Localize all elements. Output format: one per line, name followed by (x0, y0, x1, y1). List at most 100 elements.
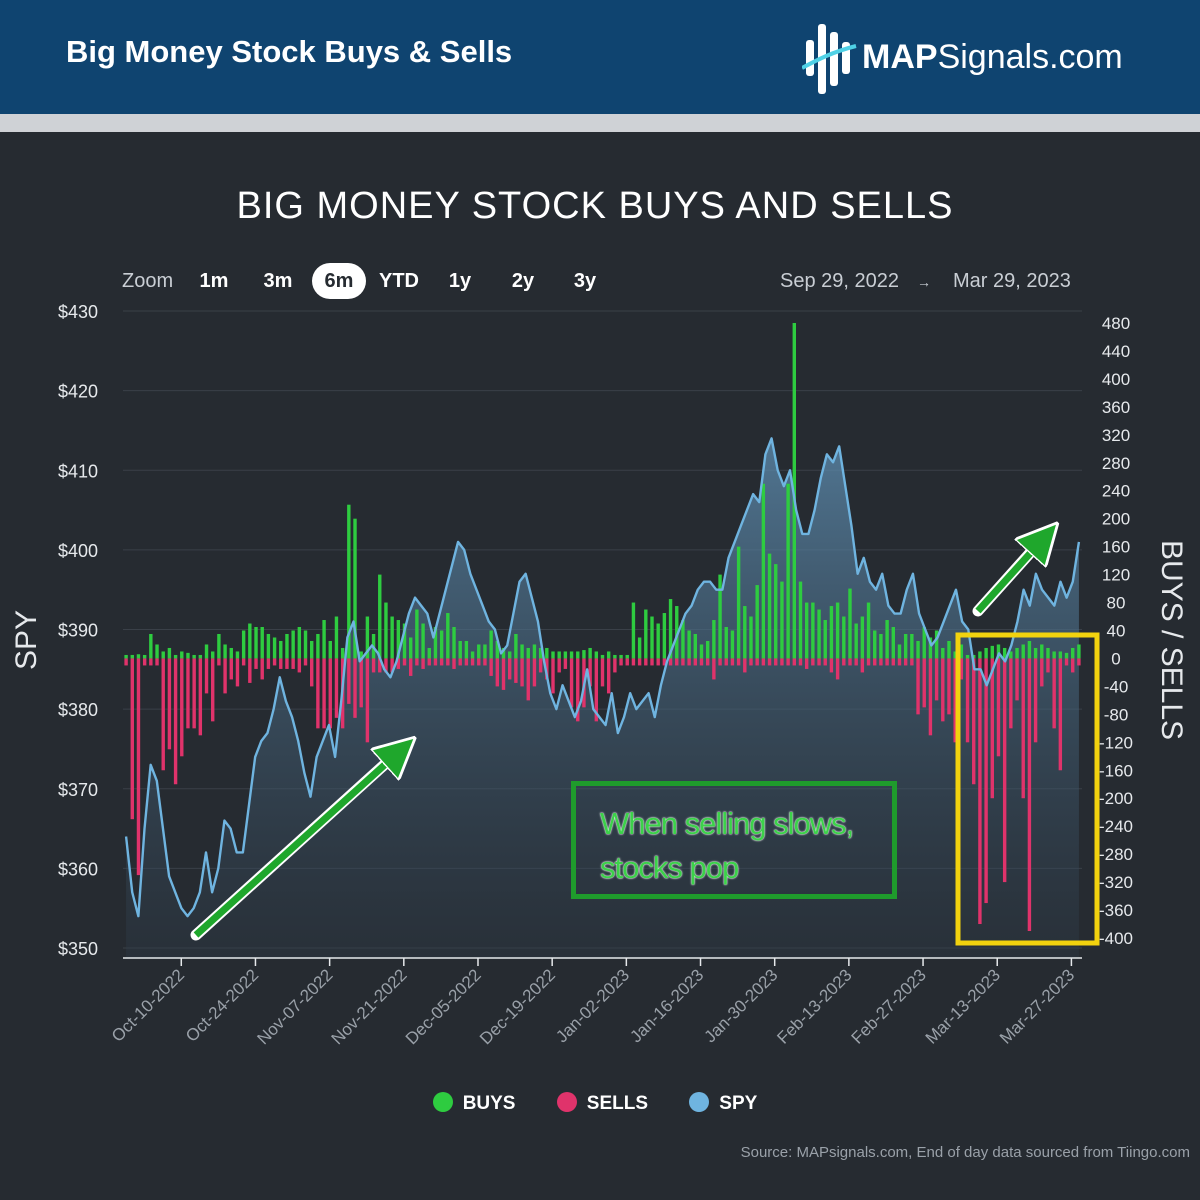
buy-bar (229, 647, 233, 659)
zoom-6m-button[interactable]: 6m (312, 263, 366, 299)
sell-bar (378, 658, 382, 673)
buy-bar (681, 620, 685, 659)
buy-bar (625, 654, 629, 659)
zoom-3y-button[interactable]: 3y (573, 270, 597, 292)
y-right-tick-label: 40 (1107, 622, 1126, 641)
range-to-date[interactable]: Mar 29, 2023 (953, 270, 1071, 292)
buy-bar (396, 620, 401, 659)
zoom-1m-button[interactable]: 1m (199, 270, 229, 292)
buy-bar (452, 627, 456, 659)
buy-bar (804, 602, 809, 659)
legend-buys[interactable]: BUYS (432, 1092, 515, 1115)
buy-bar (990, 645, 994, 659)
buy-bar (699, 644, 704, 659)
logo-bold-text: MAP (862, 38, 938, 76)
buy-bar (1015, 647, 1019, 659)
buy-bar (1002, 647, 1007, 659)
buy-bar (514, 633, 518, 659)
y-right-tick-label: -360 (1099, 901, 1133, 920)
y-left-tick-label: $350 (58, 939, 98, 959)
buy-bar (266, 633, 271, 659)
buy-bar (167, 647, 172, 659)
buy-bar (526, 647, 530, 659)
buy-bar (501, 647, 506, 659)
buy-bar (439, 630, 444, 659)
sell-bar (229, 658, 233, 680)
zoom-2y-button[interactable]: 2y (511, 270, 535, 292)
sell-bar (551, 658, 555, 694)
buy-bar (260, 627, 264, 659)
y-right-tick-label: 240 (1102, 482, 1130, 501)
y-left-tick-label: $420 (58, 382, 98, 402)
sell-bar (1040, 658, 1044, 687)
legend-spy[interactable]: SPY (689, 1092, 757, 1115)
sell-bar (297, 658, 302, 673)
sell-bar (934, 658, 939, 701)
sell-bar (217, 658, 221, 666)
source-credit: Source: MAPsignals.com, End of day data … (740, 1144, 1190, 1161)
sell-bar (124, 658, 128, 666)
buy-bar (600, 654, 605, 659)
sell-bar (266, 658, 271, 669)
sell-bar (371, 658, 376, 673)
sell-bar (928, 658, 933, 736)
sell-bar (860, 658, 865, 673)
buy-bar (155, 644, 159, 659)
sell-bar (681, 658, 685, 666)
y-right-axis-title: BUYS / SELLS (1155, 540, 1188, 740)
sell-bar (402, 658, 407, 666)
buy-bar (340, 647, 345, 659)
buy-bar (427, 647, 431, 659)
y-right-tick-label: -40 (1104, 677, 1129, 696)
sell-bar (730, 658, 735, 666)
zoom-3m-button[interactable]: 3m (263, 270, 293, 292)
sell-bar (631, 658, 636, 666)
sell-bar (588, 658, 592, 687)
zoom-1y-button[interactable]: 1y (448, 270, 472, 292)
sell-bar (464, 658, 469, 666)
buy-bar (254, 627, 258, 659)
sell-bar (204, 658, 209, 694)
range-from-date[interactable]: Sep 29, 2022 (780, 270, 899, 292)
buy-bar (1040, 644, 1044, 659)
sell-bar (699, 658, 704, 666)
sell-bar (303, 658, 308, 666)
legend-sells[interactable]: SELLS (556, 1092, 648, 1115)
sell-bar (798, 658, 803, 666)
y-right-tick-label: -240 (1099, 817, 1133, 836)
buy-bar (848, 588, 852, 659)
annotation-line-1: When selling slows, (600, 806, 854, 841)
buy-bar (984, 647, 988, 659)
y-left-tick-label: $390 (58, 621, 98, 641)
bars-layer (124, 323, 1081, 932)
overlay-layer (190, 533, 1100, 946)
buy-bar (891, 627, 895, 659)
buy-bar (922, 627, 926, 659)
zoom-ytd-button[interactable]: YTD (379, 270, 419, 292)
buy-bar (705, 640, 710, 659)
buy-bar (965, 654, 970, 659)
buy-bar (186, 652, 190, 659)
buy-bar (631, 602, 636, 659)
sell-bar (254, 658, 258, 669)
sell-bar (557, 658, 561, 673)
buy-bar (328, 640, 332, 659)
buy-bar (569, 651, 574, 659)
buy-bar (656, 623, 660, 659)
buy-bar (866, 602, 871, 659)
buy-bar (1052, 651, 1056, 659)
range-arrow-icon: → (917, 274, 931, 290)
buy-bar (347, 504, 351, 659)
sell-bar (192, 658, 196, 729)
buy-bar (743, 606, 747, 659)
buy-bar (786, 483, 790, 659)
buy-bar (235, 651, 240, 659)
x-tick-label: Nov-21-2022 (328, 965, 411, 1048)
sell-bar (415, 658, 419, 666)
sell-bar (897, 658, 902, 666)
buy-bar (532, 644, 537, 659)
buy-bar (588, 647, 592, 659)
buy-bar (334, 616, 339, 659)
x-tick-label: Feb-13-2023 (773, 965, 855, 1047)
sell-bar (1046, 658, 1050, 673)
